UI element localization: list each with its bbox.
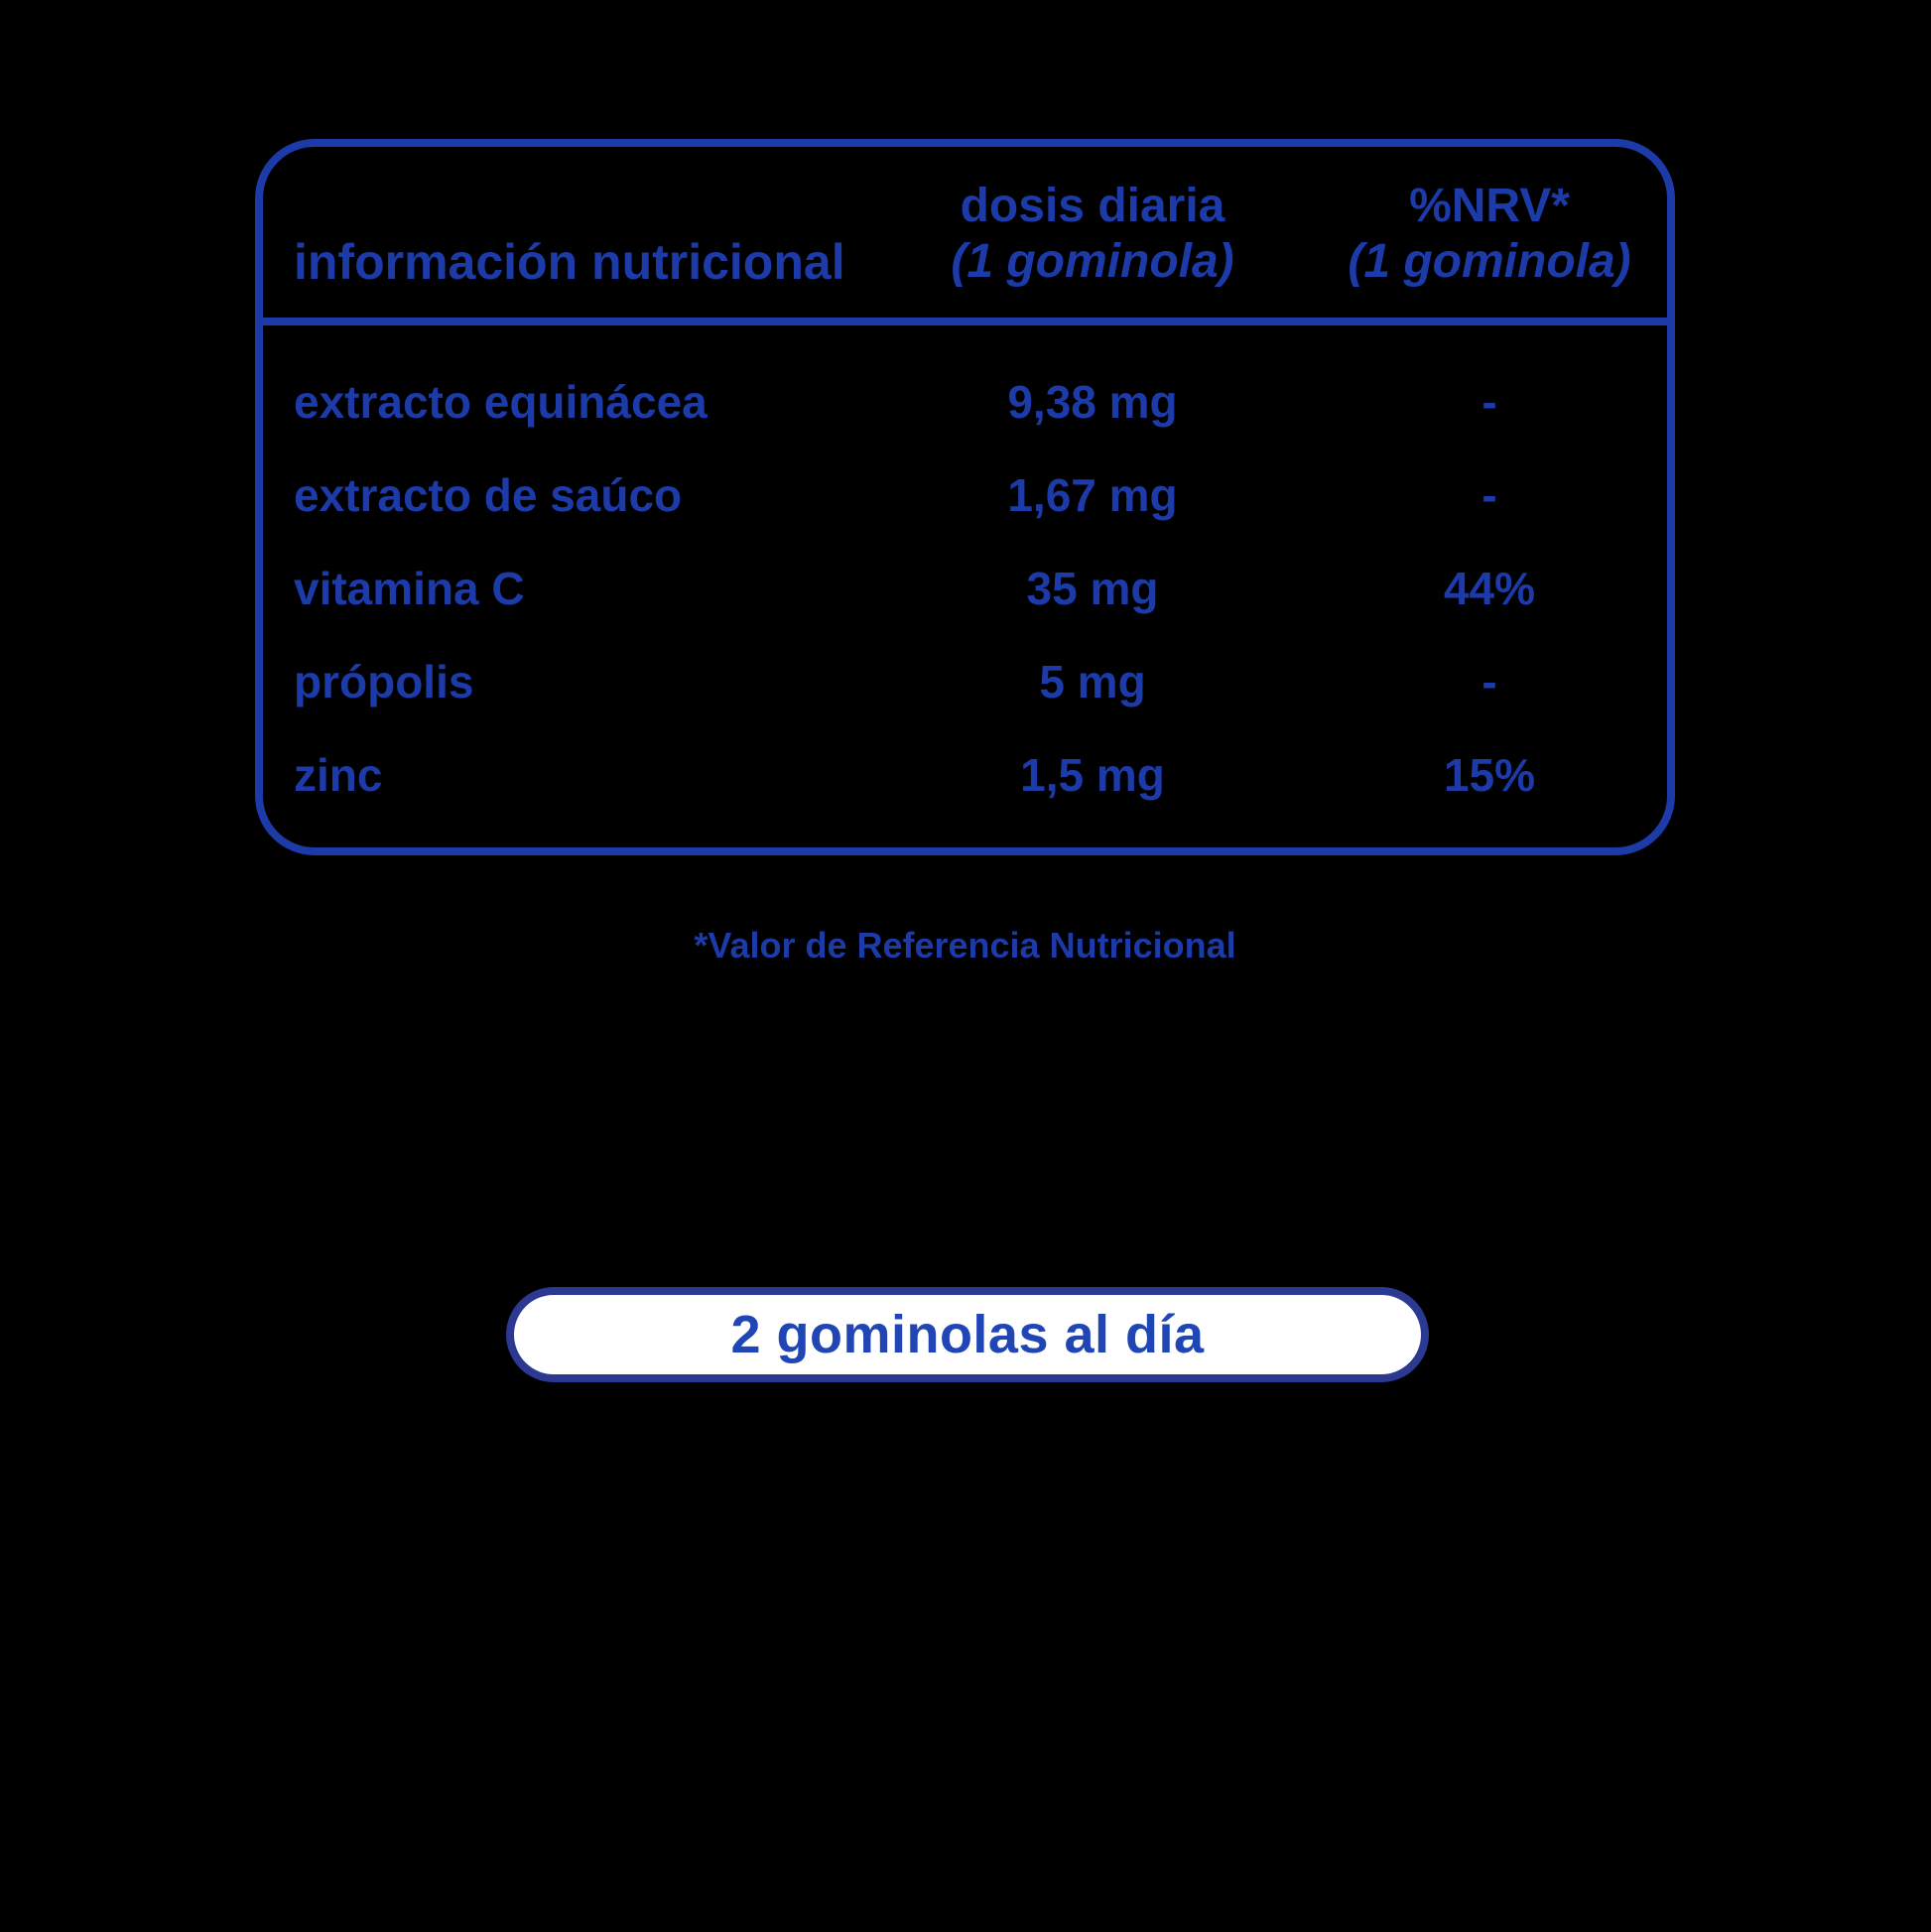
row-dose: 9,38 mg xyxy=(1007,376,1178,428)
header-dosis-diaria-title: dosis diaria xyxy=(960,180,1225,232)
nutrition-table-header: información nutricional dosis diaria (1 … xyxy=(263,147,1667,325)
dosage-button-label: 2 gominolas al día xyxy=(730,1305,1205,1364)
row-dose: 1,67 mg xyxy=(1007,469,1178,521)
nrv-footnote: *Valor de Referencia Nutricional xyxy=(694,925,1236,966)
table-row: própolis 5 mg - xyxy=(263,635,1667,728)
row-dose: 1,5 mg xyxy=(1020,749,1165,801)
header-nrv: %NRV* (1 gominola) xyxy=(1241,179,1738,290)
table-row: extracto equinácea 9,38 mg - xyxy=(263,355,1667,449)
dosage-button[interactable]: 2 gominolas al día xyxy=(506,1287,1429,1382)
header-nrv-subtitle: (1 gominola) xyxy=(1348,235,1631,288)
header-info-nutricional: información nutricional xyxy=(294,234,845,290)
table-row: zinc 1,5 mg 15% xyxy=(263,728,1667,822)
nutrition-table: información nutricional dosis diaria (1 … xyxy=(255,139,1675,855)
row-label: zinc xyxy=(294,749,383,801)
table-row: extracto de saúco 1,67 mg - xyxy=(263,449,1667,542)
nutrition-table-body: extracto equinácea 9,38 mg - extracto de… xyxy=(263,333,1667,847)
table-row: vitamina C 35 mg 44% xyxy=(263,542,1667,635)
row-nrv: 44% xyxy=(1443,563,1536,614)
row-nrv: - xyxy=(1481,376,1497,428)
row-nrv: - xyxy=(1481,656,1497,708)
header-dosis-diaria-subtitle: (1 gominola) xyxy=(951,235,1234,288)
row-label: vitamina C xyxy=(294,563,525,614)
row-nrv: 15% xyxy=(1443,749,1536,801)
row-dose: 5 mg xyxy=(1039,656,1146,708)
row-label: extracto equinácea xyxy=(294,376,708,428)
header-nrv-title: %NRV* xyxy=(1409,180,1570,232)
header-dosis-diaria: dosis diaria (1 gominola) xyxy=(844,179,1341,290)
row-label: extracto de saúco xyxy=(294,469,683,521)
row-nrv: - xyxy=(1481,469,1497,521)
row-label: própolis xyxy=(294,656,474,708)
row-dose: 35 mg xyxy=(1026,563,1159,614)
